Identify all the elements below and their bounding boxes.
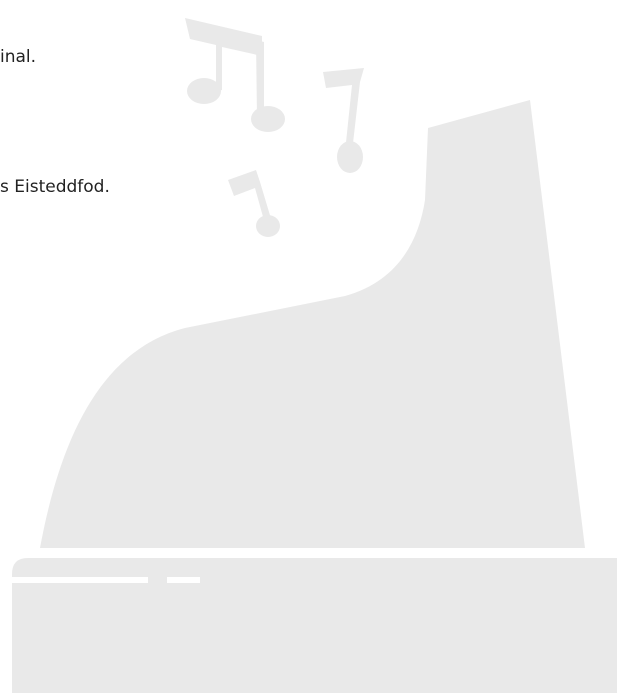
- page: inal. s Eisteddfod. (() => { const data …: [0, 0, 617, 693]
- text-line: s Eisteddfod.: [0, 177, 110, 197]
- base-stripe: [167, 577, 200, 583]
- music-note-head: [256, 215, 280, 237]
- music-note: [185, 18, 264, 118]
- text-line: inal.: [0, 47, 36, 67]
- music-note-head: [251, 106, 285, 132]
- base-stripe: [12, 577, 148, 583]
- piano-illustration: [0, 0, 617, 693]
- music-note-head: [337, 141, 363, 173]
- piano-body: [40, 100, 585, 548]
- music-note-head: [187, 78, 221, 104]
- music-note: [323, 68, 364, 152]
